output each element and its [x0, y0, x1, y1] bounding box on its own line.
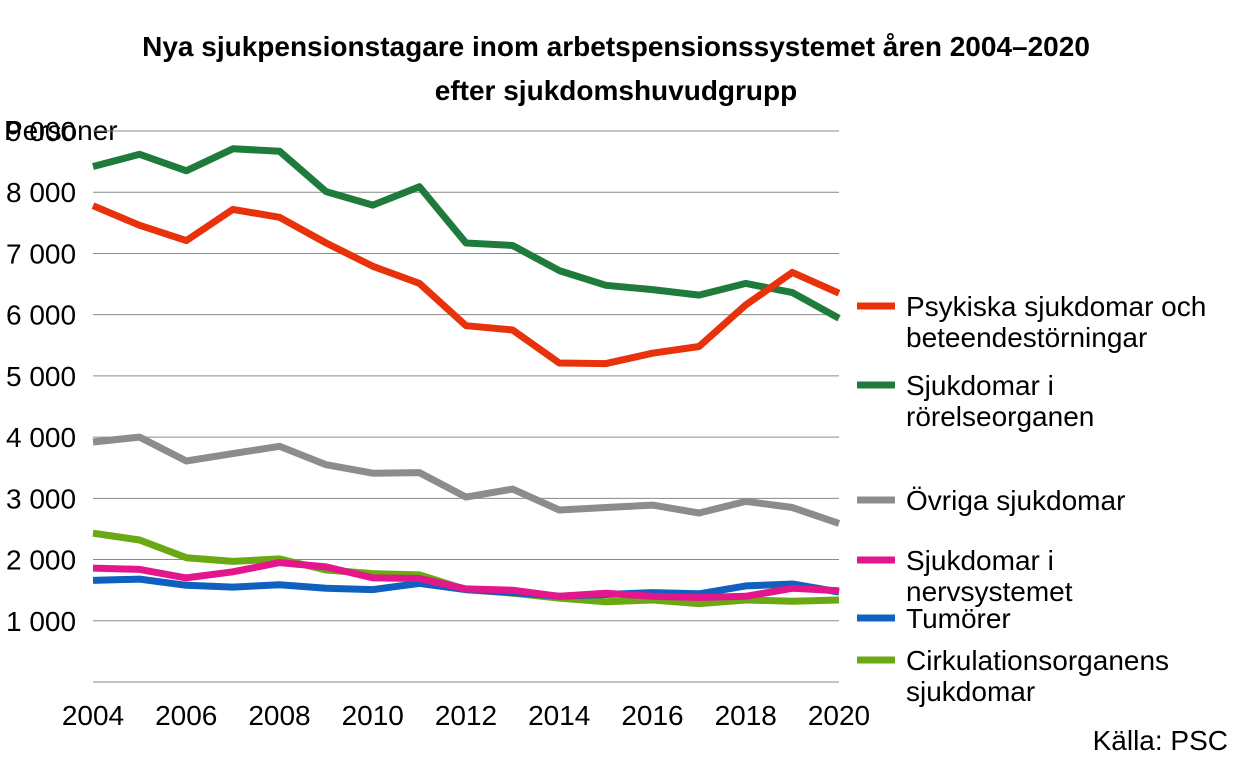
y-tick-label: 1 000 [6, 606, 76, 637]
y-tick-label: 9 000 [6, 116, 76, 147]
legend-label: beteendestörningar [906, 322, 1147, 353]
y-tick-label: 8 000 [6, 177, 76, 208]
x-tick-label: 2016 [621, 700, 683, 731]
series-line [92, 559, 840, 601]
legend-label: Sjukdomar i [906, 545, 1054, 576]
chart-title-line-2: efter sjukdomshuvudgrupp [435, 75, 797, 106]
series-line [92, 433, 841, 527]
x-tick-label: 2006 [155, 700, 217, 731]
source-note: Källa: PSC [1093, 725, 1228, 756]
legend-label: Tumörer [906, 603, 1011, 634]
y-tick-label: 5 000 [6, 361, 76, 392]
y-tick-label: 6 000 [6, 300, 76, 331]
y-axis-ticks: 1 000 2 000 3 000 4 000 5 000 6 000 7 000 8 000… [6, 116, 76, 637]
legend-label: Cirkulationsorganens [906, 645, 1169, 676]
x-tick-label: 2010 [342, 700, 404, 731]
x-axis-ticks: 2004 2006 2008 2010 2012 2014 2016 2018 2020 [62, 700, 870, 731]
x-tick-label: 2018 [715, 700, 777, 731]
series-line [92, 145, 841, 322]
x-tick-label: 2014 [528, 700, 590, 731]
legend-label: sjukdomar [906, 676, 1035, 707]
legend-label: Psykiska sjukdomar och [906, 291, 1206, 322]
series-line [91, 202, 841, 368]
y-tick-label: 2 000 [6, 545, 76, 576]
x-tick-label: 2012 [435, 700, 497, 731]
y-tick-label: 3 000 [6, 483, 76, 514]
x-tick-label: 2004 [62, 700, 124, 731]
chart-title-line-1: Nya sjukpensionstagare inom arbetspensio… [142, 31, 1090, 62]
legend-label: nervsystemet [906, 576, 1073, 607]
y-tick-label: 4 000 [6, 422, 76, 453]
legend-label: Övriga sjukdomar [906, 485, 1125, 516]
legend-label: Sjukdomar i [906, 370, 1054, 401]
y-tick-label: 7 000 [6, 238, 76, 269]
legend: Psykiska sjukdomar ochbeteendestörningar… [857, 291, 1206, 707]
x-tick-label: 2008 [248, 700, 310, 731]
series-lines [91, 145, 841, 608]
legend-label: rörelseorganen [906, 401, 1094, 432]
x-tick-label: 2020 [808, 700, 870, 731]
